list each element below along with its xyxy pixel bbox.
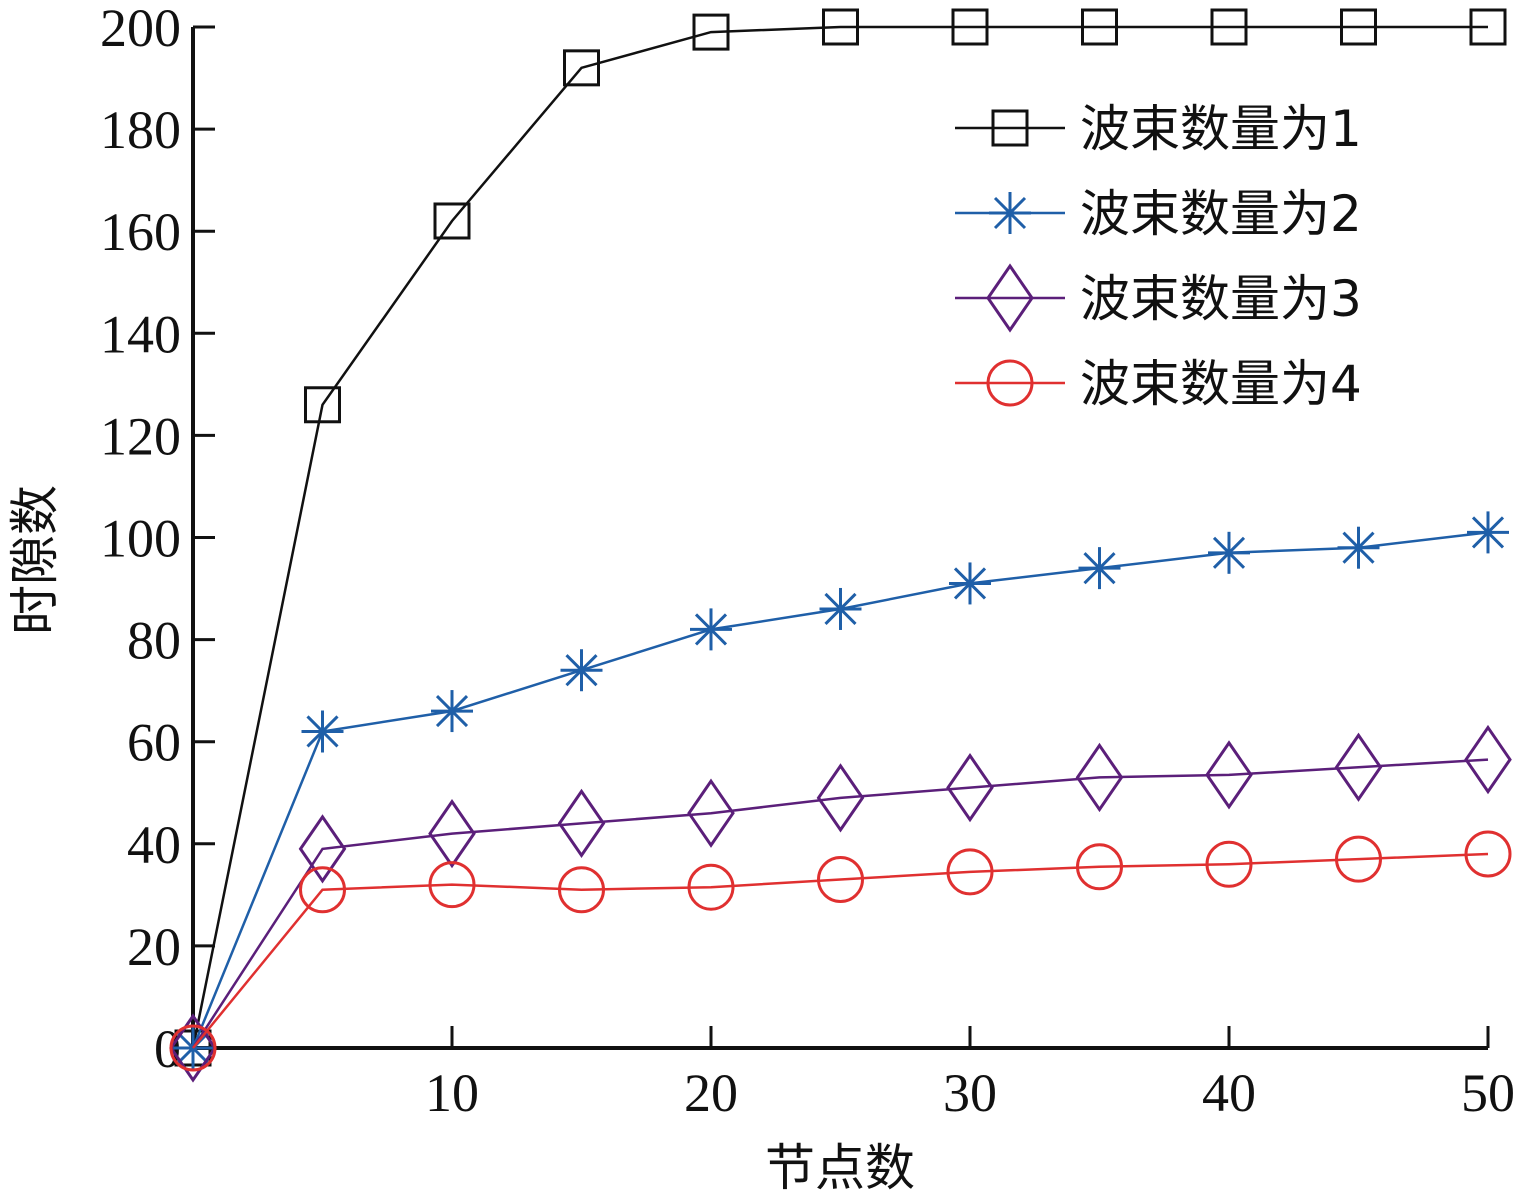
y-tick-label-60: 60 [127,713,181,773]
x-tick-label-20: 20 [684,1063,738,1123]
x-axis-title: 节点数 [765,1139,915,1197]
series-2-point-9 [1337,526,1380,569]
series-3-point-4 [687,778,735,848]
series-3-point-5 [816,763,865,833]
legend-marker-4 [986,359,1034,407]
series-3-point-3 [557,788,606,859]
series-2-point-2 [431,690,473,733]
series-4-point-1 [299,866,346,914]
series-1-point-5 [822,8,859,46]
series-3-line [191,758,1489,1049]
series-4-point-6 [946,848,994,896]
axes [191,27,1488,1050]
y-tick-label-40: 40 [127,815,181,875]
legend-label-1: 波束数量为1 [1080,100,1362,158]
series-3-point-0 [169,1013,217,1083]
series-2-point-3 [560,649,603,692]
series-4-point-7 [1076,843,1123,891]
legend-item-2: 波束数量为2 [955,185,1362,243]
series-2-point-1 [301,710,344,753]
series-3-point-10 [1464,724,1512,795]
y-tick-label-140: 140 [100,304,181,364]
legend-marker-1 [991,109,1029,147]
series-4-point-3 [558,866,605,914]
series-4-point-2 [428,861,476,909]
series-3-point-2 [428,798,476,869]
series-layer [169,8,1512,1083]
series-1-point-4 [692,13,730,51]
series-2-point-4 [690,608,732,651]
series-3-point-1 [298,814,347,884]
series-3-point-7 [1075,742,1124,813]
series-1-point-2 [433,202,471,240]
legend-marker-2 [989,192,1031,234]
series-4-point-4 [687,863,735,911]
series-3 [169,724,1512,1083]
series-2-point-8 [1208,531,1250,574]
series-1-point-10 [1469,8,1507,46]
legend-item-1: 波束数量为1 [955,100,1362,158]
y-tick-label-100: 100 [100,509,181,569]
x-tick-label-30: 30 [943,1063,997,1123]
series-2-point-6 [949,562,991,605]
series-1-line [191,25,1488,1049]
y-tick-label-120: 120 [100,406,181,466]
series-1-point-9 [1340,8,1377,46]
legend: 波束数量为1 波束数量为2 波束数量为3 波束数量为4 [955,100,1362,413]
legend-label-3: 波束数量为3 [1080,270,1362,328]
series-3-point-9 [1334,732,1383,802]
series-3-point-8 [1205,740,1253,810]
legend-label-2: 波束数量为2 [1080,185,1362,243]
series-4-point-5 [817,856,864,904]
series-4-point-10 [1464,830,1512,878]
x-tick-label-40: 40 [1202,1063,1256,1123]
y-tick-label-20: 20 [127,917,181,977]
legend-label-4: 波束数量为4 [1080,355,1362,413]
series-2-point-10 [1467,511,1509,554]
x-tick-label-50: 50 [1461,1063,1515,1123]
y-tick-label-160: 160 [100,202,181,262]
series-2-point-5 [819,587,862,630]
y-tick-label-200: 200 [100,0,181,58]
series-2 [172,511,1509,1069]
legend-marker-3 [986,263,1034,333]
series-1-point-7 [1081,8,1118,46]
series-1 [174,8,1507,1067]
legend-item-4: 波束数量为4 [955,355,1362,413]
series-4-point-0 [169,1024,217,1072]
series-1-point-1 [304,386,341,424]
series-4-point-9 [1335,835,1382,883]
legend-item-3: 波束数量为3 [955,263,1362,333]
y-tick-label-80: 80 [127,611,181,671]
series-4-point-8 [1205,840,1253,888]
series-1-point-6 [951,8,989,46]
series-1-point-3 [563,49,600,87]
series-4 [169,830,1512,1072]
y-tick-label-180: 180 [100,100,181,160]
series-1-point-8 [1210,8,1248,46]
y-axis-title: 时隙数 [6,485,64,635]
series-2-point-7 [1078,547,1121,590]
series-4-line [192,852,1489,1049]
x-tick-label-10: 10 [425,1063,479,1123]
series-3-point-6 [946,752,994,823]
